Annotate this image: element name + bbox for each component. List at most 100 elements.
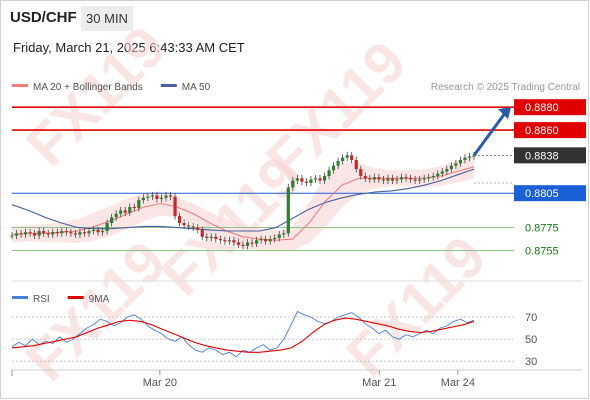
candle-body (431, 175, 435, 178)
x-tick-label: Mar 20 (143, 377, 177, 389)
candle-body (78, 232, 82, 235)
candle-body (322, 175, 327, 181)
candle-body (82, 232, 87, 234)
candle-body (241, 244, 245, 246)
candle-body (377, 177, 381, 180)
legend-swatch (12, 84, 28, 87)
rsi-tick-label: 70 (525, 312, 537, 324)
candle-body (304, 181, 309, 183)
candle-body (436, 173, 440, 176)
watermark-text: FX119 (14, 229, 179, 394)
candle-body (404, 177, 408, 179)
candle-body (295, 178, 299, 181)
candle-body (422, 178, 426, 180)
candle-body (46, 233, 50, 235)
candle-body (173, 196, 177, 217)
candle-body (73, 233, 78, 235)
watermark-layer: FX119FX119FX119FX119FX119 (14, 14, 499, 394)
rsi-legend-label: 9MA (89, 294, 110, 305)
source-note: Research © 2025 Trading Central (431, 82, 580, 93)
candle-body (87, 231, 91, 234)
candle-body (187, 225, 191, 227)
candle-body (51, 232, 55, 235)
candle-body (318, 178, 322, 181)
candle-body (42, 231, 46, 234)
rsi-tick-label: 50 (525, 334, 537, 346)
candle-body (286, 187, 290, 234)
candle-body (218, 239, 222, 241)
candle-body (291, 180, 295, 188)
candle-body (10, 235, 14, 237)
price-levels (12, 106, 514, 251)
legend-swatch (160, 84, 177, 87)
candle-body (363, 175, 367, 179)
candle-body (427, 177, 431, 179)
candle-body (264, 239, 268, 242)
candle-body (395, 179, 399, 181)
candle-body (33, 233, 37, 236)
resistance-label: 0.8880 (525, 102, 559, 114)
candle-body (309, 179, 313, 183)
candle-body (313, 178, 318, 180)
candle-body (408, 178, 413, 180)
rsi-ma-line (11, 317, 475, 353)
candle-body (449, 165, 453, 170)
rsi-legend-swatch (12, 296, 28, 299)
support-label: 0.8775 (525, 223, 559, 235)
last-price-label: 0.8838 (525, 150, 559, 162)
candle-body (177, 216, 182, 224)
candle-body (277, 234, 281, 238)
candle-body (472, 155, 476, 157)
candle-body (137, 200, 141, 209)
timeframe-badge[interactable]: 30 MIN (81, 6, 133, 31)
candle-body (55, 232, 59, 234)
candle-body (69, 232, 73, 234)
candle-body (19, 233, 23, 235)
candle-body (191, 226, 195, 228)
candle-body (96, 229, 100, 233)
candle-body (445, 169, 449, 172)
x-axis: Mar 20 Mar 21 Mar 24 (11, 369, 582, 389)
candle-body (345, 155, 349, 158)
candle-body (336, 161, 340, 166)
candle-body (259, 239, 263, 241)
candle-body (390, 178, 395, 181)
candle-body (155, 195, 159, 199)
instrument-title: USD/CHF (10, 9, 77, 26)
chart-datetime: Friday, March 21, 2025 6:43:33 AM CET (13, 40, 245, 55)
candle-body (214, 236, 218, 240)
candle-body (23, 232, 28, 235)
candle-body (60, 231, 64, 234)
support-label: 0.8755 (525, 246, 559, 258)
candle-body (159, 197, 164, 199)
candle-body (105, 223, 109, 232)
candle-body (386, 178, 390, 181)
pivot-label-box (514, 185, 586, 202)
rsi-legend-label: RSI (33, 294, 50, 305)
candle-body (232, 240, 236, 243)
candle-body (327, 170, 331, 176)
candle-body (64, 231, 68, 233)
candle-body (268, 239, 272, 242)
candle-body (418, 179, 422, 181)
candle-body (28, 232, 32, 234)
candle-body (359, 169, 363, 176)
last-price-label-box (514, 147, 586, 164)
candle-body (196, 227, 200, 230)
candle-body (223, 240, 227, 242)
rsi-line (11, 310, 475, 358)
candle-body (399, 177, 404, 180)
resistance-label: 0.8860 (525, 125, 559, 137)
candle-body (354, 159, 358, 170)
candle-body (273, 237, 277, 240)
candle-body (331, 165, 336, 171)
candle-body (350, 155, 354, 160)
candle-body (458, 159, 463, 164)
candle-body (100, 231, 105, 233)
x-tick-label: Mar 21 (362, 377, 396, 389)
candle-body (245, 242, 250, 246)
candlesticks (10, 151, 476, 250)
candle-body (463, 157, 467, 160)
